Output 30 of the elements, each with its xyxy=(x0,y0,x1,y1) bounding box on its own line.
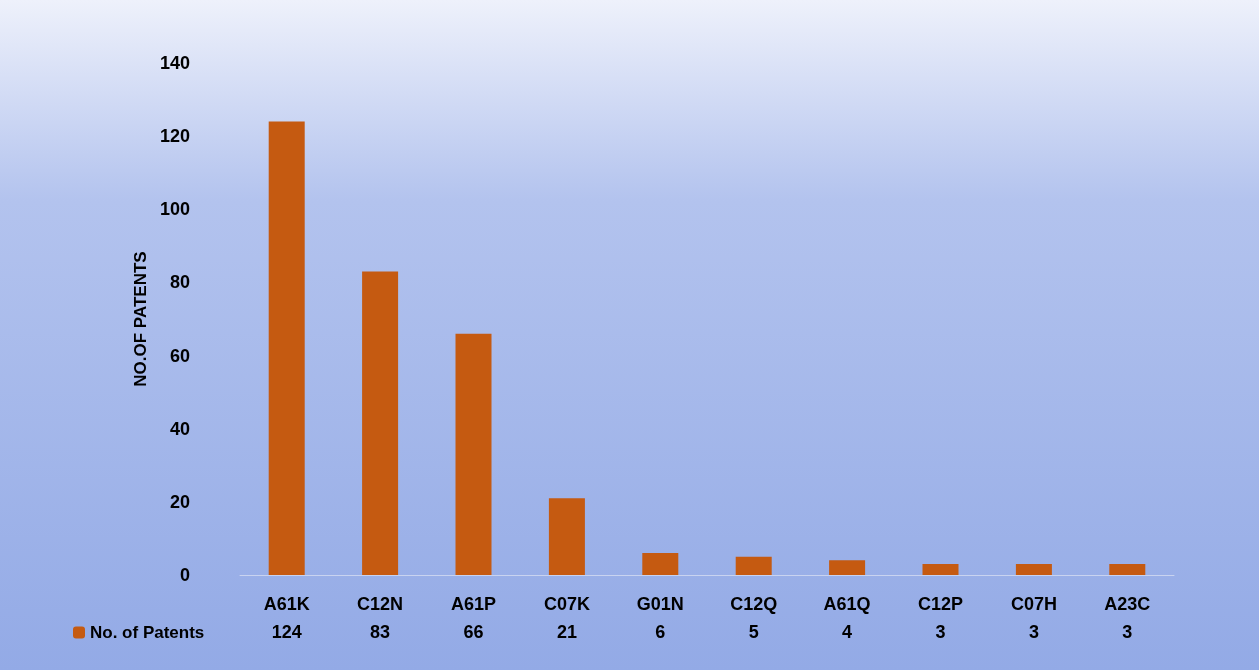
data-label: 3 xyxy=(935,622,946,642)
y-tick-label: 80 xyxy=(169,272,190,293)
data-label: 83 xyxy=(370,622,391,642)
x-tick-label: C07H xyxy=(1010,594,1057,614)
x-tick-label: A61Q xyxy=(823,594,871,614)
x-tick-label: A23C xyxy=(1104,594,1151,614)
x-tick-label: C12Q xyxy=(730,594,778,614)
data-label: 6 xyxy=(655,622,666,642)
x-tick-label: A61P xyxy=(450,594,497,614)
x-tick-label: A61K xyxy=(263,594,310,614)
x-tick-label: C12N xyxy=(357,594,404,614)
y-axis-title: NO.OF PATENTS xyxy=(131,251,151,387)
data-label: 66 xyxy=(463,622,484,642)
y-tick-label: 100 xyxy=(159,199,190,220)
x-tick-label: G01N xyxy=(636,594,684,614)
data-label: 4 xyxy=(842,622,853,642)
y-tick-label: 140 xyxy=(159,53,190,73)
data-label: 3 xyxy=(1028,622,1039,642)
y-tick-label: 0 xyxy=(179,565,190,585)
x-tick-label: C12P xyxy=(917,594,964,614)
x-tick-label: C07K xyxy=(543,594,590,614)
data-label: 5 xyxy=(748,622,759,642)
data-label: 21 xyxy=(556,622,577,642)
y-tick-label: 20 xyxy=(169,491,190,512)
data-label: 3 xyxy=(1122,622,1133,642)
data-label: 124 xyxy=(271,622,302,642)
legend-label: No. of Patents xyxy=(90,623,205,642)
y-tick-label: 60 xyxy=(169,345,190,366)
y-tick-label: 120 xyxy=(159,126,190,147)
y-tick-label: 40 xyxy=(169,418,190,439)
